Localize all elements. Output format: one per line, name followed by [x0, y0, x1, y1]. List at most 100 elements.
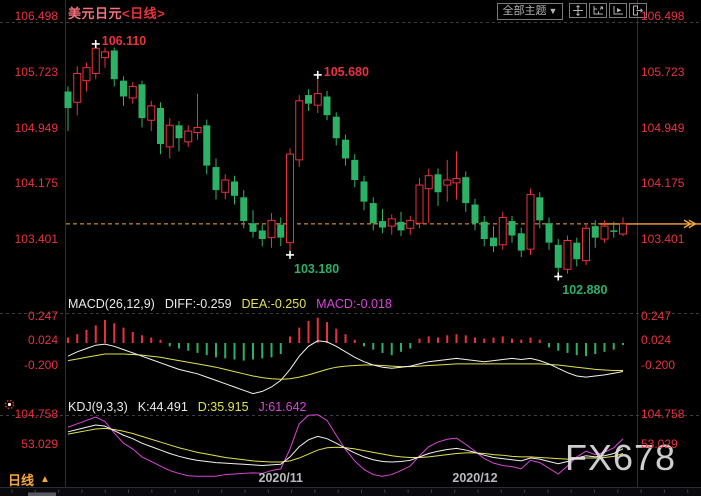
pan-tool-button[interactable] — [569, 3, 587, 18]
candle-down — [462, 177, 470, 204]
candle-down — [471, 204, 479, 224]
candle-down — [249, 223, 257, 232]
macd-axis-label-right: 0.247 — [641, 308, 672, 323]
price-extreme-annotation: 106.110 — [101, 33, 147, 48]
candle-down — [342, 139, 349, 159]
candle-down — [351, 159, 359, 181]
candle-down — [305, 95, 312, 104]
theme-dropdown[interactable]: 全部主题 ▼ — [497, 3, 563, 20]
candle-up — [415, 184, 424, 224]
macd-title: MACD(26,12,9) — [68, 297, 155, 311]
candle-up — [498, 216, 507, 246]
kdj-header: KDJ(9,3,3) K:44.491 D:35.915 J:61.642 — [68, 400, 307, 414]
candle-down — [240, 197, 248, 222]
candle-down — [545, 223, 553, 243]
candle-up — [563, 239, 572, 270]
candle-up — [424, 175, 433, 190]
candle-up — [600, 225, 609, 240]
candle-down — [573, 242, 581, 260]
candle-up — [267, 219, 276, 239]
macd-header: MACD(26,12,9) DIFF:-0.259 DEA:-0.250 MAC… — [68, 297, 392, 311]
macd-axis-label-right: -0.200 — [641, 358, 676, 372]
candle-up — [313, 93, 322, 106]
candle-up — [387, 218, 396, 227]
candle-down — [434, 174, 442, 193]
candle-up — [452, 178, 461, 184]
candle-up — [184, 130, 193, 143]
theme-dropdown-label: 全部主题 — [502, 5, 547, 17]
candle-down — [554, 244, 562, 268]
kdj-title: KDJ(9,3,3) — [68, 400, 128, 414]
price-line-marker-icon: ≫ — [683, 216, 697, 231]
candle-up — [286, 153, 294, 244]
candle-down — [175, 125, 183, 139]
symbol-period: <日线> — [122, 6, 166, 21]
kdj-axis-label-left: 53.029 — [21, 436, 58, 451]
price-axis-label-right: 103.401 — [641, 231, 685, 246]
price-axis-label-left: 105.723 — [14, 64, 58, 79]
candle-up — [73, 72, 82, 103]
price-axis-label-left: 103.401 — [14, 231, 58, 246]
axis-scale-icon — [593, 6, 603, 15]
candle-down — [508, 221, 516, 236]
candle-up — [128, 85, 137, 99]
macd-macd-value: MACD:-0.018 — [316, 297, 392, 311]
candle-down — [536, 197, 544, 221]
candle-down — [277, 224, 285, 238]
indicator-settings-icon[interactable] — [3, 398, 16, 411]
candle-up — [165, 124, 174, 148]
kdj-axis-label-left: 104.758 — [14, 407, 58, 422]
candle-down — [490, 237, 497, 247]
candle-down — [397, 221, 405, 231]
candle-down — [591, 226, 599, 238]
triangle-up-icon: ▲ — [40, 474, 50, 485]
x-axis-date-label: 2020/11 — [258, 471, 304, 485]
candle-up — [147, 105, 156, 121]
axis-play-icon — [613, 6, 623, 15]
candle-down — [212, 167, 220, 191]
macd-axis-label-right: 0.024 — [641, 333, 672, 348]
candle-down — [110, 50, 118, 80]
candle-down — [231, 181, 238, 196]
candle-up — [101, 51, 109, 59]
kdj-d-value: D:35.915 — [197, 400, 249, 414]
price-axis-label-right: 106.498 — [641, 9, 685, 23]
price-axis-label-right: 104.949 — [641, 120, 685, 135]
price-extreme-annotation: 102.880 — [562, 283, 608, 298]
macd-axis-label-left: -0.200 — [23, 358, 58, 372]
candle-down — [203, 125, 211, 166]
price-axis-label-left: 104.175 — [14, 176, 58, 191]
candle-up — [526, 193, 535, 250]
detach-window-button[interactable] — [629, 3, 647, 18]
candle-up — [619, 223, 627, 235]
candle-down — [610, 230, 618, 232]
price-axis-label-right: 104.175 — [641, 176, 685, 191]
price-axis-label-right: 105.723 — [641, 64, 685, 79]
period-tab-label: 日线 — [8, 473, 35, 488]
period-tab-daily[interactable]: 日线 ▲ — [8, 470, 50, 489]
candle-down — [517, 233, 525, 251]
chevron-down-icon: ▼ — [548, 6, 558, 16]
candle-up — [91, 47, 100, 74]
symbol-title: 美元日元<日线> — [68, 3, 165, 22]
candle-down — [120, 80, 127, 97]
price-axis-label-left: 106.498 — [14, 9, 58, 23]
chart-toolbar — [569, 3, 647, 18]
candle-down — [360, 181, 368, 202]
macd-diff-value: DIFF:-0.259 — [164, 297, 232, 311]
axis-play-button[interactable] — [609, 3, 627, 18]
x-axis-date-label: 2020/12 — [452, 471, 498, 485]
detach-window-icon — [633, 5, 643, 16]
macd-axis-label-left: 0.024 — [27, 333, 58, 348]
axis-scale-button[interactable] — [589, 3, 607, 18]
macd-dea-value: DEA:-0.250 — [241, 297, 307, 311]
kdj-k-value: K:44.491 — [137, 400, 188, 414]
candle-down — [64, 91, 72, 109]
candle-down — [332, 116, 340, 139]
candle-down — [480, 221, 488, 240]
price-axis-label-left: 104.949 — [14, 120, 58, 135]
candle-down — [379, 221, 386, 228]
candle-down — [258, 230, 266, 240]
